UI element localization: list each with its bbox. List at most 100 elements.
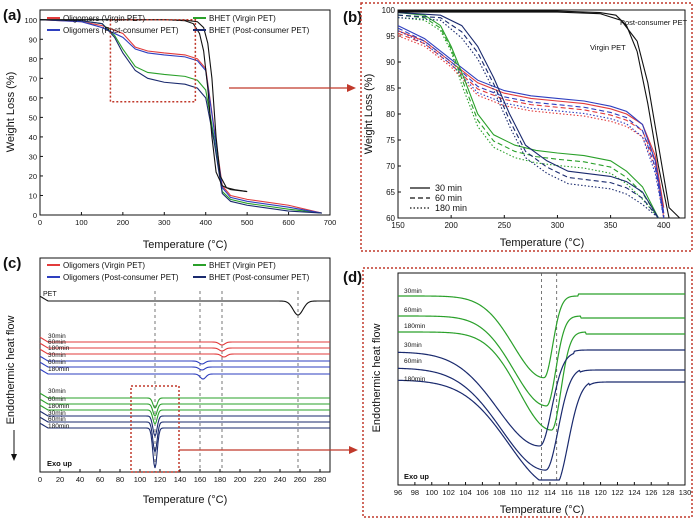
series-group-c [39, 295, 330, 469]
series-line-b-2-0 [397, 12, 659, 219]
dsc-trace-d-5 [397, 379, 685, 481]
x-tick-label: 260 [294, 475, 307, 484]
y-tick-label: 80 [29, 55, 37, 64]
legend-a: Oligomers (Virgin PET) BHET (Virgin PET)… [47, 14, 310, 35]
legend-entry-a-2: Oligomers (Post-consumer PET) [63, 26, 179, 35]
dsc-trace-d-3 [397, 349, 685, 447]
axis-ticks-a: 0 100 200 300 400 500 600 700 0 10 20 30 40 50 60 70 80 9… [24, 16, 336, 227]
trace-labels-d: 30min 60min 180min 30min 60min 180min [404, 288, 426, 383]
legend-entry-c-3: BHET (Post-consumer PET) [209, 273, 310, 282]
x-tick-label: 128 [662, 488, 675, 497]
trace-label-c-4: 30min [48, 352, 66, 359]
axis-ticks-b: 150 200 250 300 350 400 60 65 70 75 80 85 90 95 100 [382, 6, 671, 230]
series-line-a-1 [39, 19, 322, 214]
trace-label-c-9: 180min [48, 403, 70, 410]
x-tick-label: 300 [158, 218, 171, 227]
series-line-b-0-1 [397, 32, 665, 214]
zoom-arrow-cd-head [349, 446, 358, 454]
legend-entry-a-1: BHET (Virgin PET) [209, 14, 276, 23]
dsc-trace-d-2 [397, 331, 685, 431]
dsc-trace-c-10 [39, 410, 330, 438]
x-tick-label: 280 [314, 475, 327, 484]
trace-label-c-2: 60min [48, 339, 66, 346]
zoom-arrow-ab-head [347, 84, 356, 92]
series-line-b-5 [398, 11, 681, 219]
annotation-virgin-pet: Virgin PET [590, 43, 626, 52]
chart-a: 0 100 200 300 400 500 600 700 0 10 20 30 40 50 60 70 80 9… [5, 9, 336, 251]
x-tick-label: 60 [96, 475, 104, 484]
series-line-a-3 [39, 19, 322, 214]
dsc-trace-c-5 [39, 361, 330, 371]
legend-entry-c-2: Oligomers (Post-consumer PET) [63, 273, 179, 282]
series-line-b-3-0 [397, 12, 659, 219]
dsc-trace-c-1 [39, 336, 330, 346]
y-tick-label: 90 [386, 58, 395, 67]
x-tick-label: 124 [628, 488, 641, 497]
x-tick-label: 116 [561, 488, 573, 497]
corner-label-c: Exo up [47, 459, 72, 468]
x-tick-label: 200 [234, 475, 247, 484]
x-tick-label: 40 [76, 475, 84, 484]
down-arrow-icon [11, 454, 17, 461]
y-tick-label: 95 [386, 32, 395, 41]
x-tick-label: 600 [282, 218, 295, 227]
trace-label-c-0: PET [43, 291, 57, 298]
x-tick-label: 240 [274, 475, 287, 484]
x-tick-label: 220 [254, 475, 267, 484]
x-tick-label: 200 [117, 218, 130, 227]
x-tick-label: 400 [199, 218, 212, 227]
axis-ticks-d: 96 98 100 102 104 106 108 110 112 114 116 118 120 122… [394, 482, 691, 497]
y-axis-label-b: Weight Loss (%) [363, 74, 375, 155]
y-tick-label: 70 [29, 74, 37, 83]
dsc-trace-c-9 [39, 404, 330, 425]
plot-frame-a [39, 9, 331, 216]
series-line-b-2-1 [397, 14, 659, 219]
series-line-a-2 [39, 19, 322, 214]
trace-label-d-5: 180min [404, 376, 426, 383]
panel-label-b: (b) [343, 9, 362, 26]
x-tick-label: 108 [493, 488, 506, 497]
y-tick-label: 60 [29, 94, 37, 103]
y-tick-label: 90 [29, 35, 37, 44]
panel-label-d: (d) [343, 269, 362, 286]
x-tick-label: 140 [174, 475, 187, 484]
x-tick-label: 114 [544, 488, 556, 497]
legend-b: 30 min 60 min 180 min [410, 183, 467, 213]
trace-label-d-3: 30min [404, 342, 422, 349]
x-tick-label: 20 [56, 475, 64, 484]
series-line-b-3-2 [397, 17, 659, 219]
legend-entry-c-0: Oligomers (Virgin PET) [63, 261, 145, 270]
dsc-trace-c-2 [39, 342, 330, 352]
x-tick-label: 160 [194, 475, 207, 484]
dsc-trace-c-12 [39, 422, 330, 469]
x-tick-label: 106 [476, 488, 489, 497]
dsc-trace-d-4 [397, 367, 685, 471]
x-tick-label: 98 [411, 488, 419, 497]
y-tick-label: 30 [29, 152, 37, 161]
dsc-trace-c-6 [39, 368, 330, 380]
x-tick-label: 122 [611, 488, 624, 497]
axis-ticks-c: 0 20 40 60 80 100 120 140 160 180 200 220 240 260 280 [38, 469, 326, 484]
series-group-a [39, 19, 322, 214]
series-group-b [397, 10, 681, 219]
legend-entry-a-0: Oligomers (Virgin PET) [63, 14, 145, 23]
y-tick-label: 75 [386, 136, 395, 145]
dsc-trace-c-7 [39, 392, 330, 409]
trace-label-d-4: 60min [404, 358, 422, 365]
trace-labels-c: PET30min60min180min30min60min180min30min… [43, 291, 70, 430]
x-tick-label: 130 [679, 488, 692, 497]
series-line-b-3-1 [397, 14, 659, 219]
y-tick-label: 80 [386, 110, 395, 119]
x-tick-label: 120 [154, 475, 167, 484]
trace-label-c-7: 30min [48, 388, 66, 395]
trace-label-c-1: 30min [48, 333, 66, 340]
x-tick-label: 350 [604, 221, 618, 230]
x-tick-label: 150 [391, 221, 405, 230]
x-axis-label-d: Temperature (°C) [500, 504, 584, 516]
series-line-a-5 [40, 19, 248, 193]
trace-label-c-3: 180min [48, 345, 70, 352]
x-tick-label: 118 [578, 488, 590, 497]
panel-label-c: (c) [3, 255, 21, 272]
zoom-frame-d [362, 267, 693, 518]
